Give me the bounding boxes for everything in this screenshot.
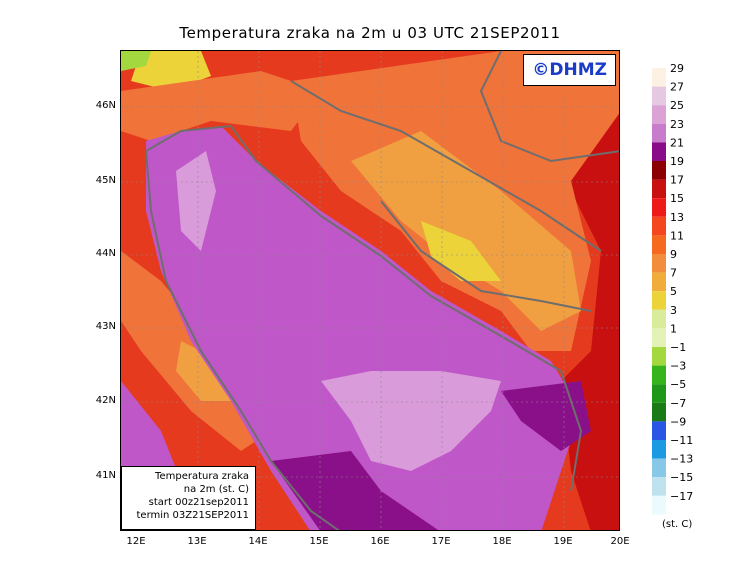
sea-coastal-dark bbox=[271, 451, 439, 530]
legend-swatch bbox=[652, 216, 666, 236]
lon-label: 13E bbox=[187, 536, 207, 547]
lon-label: 18E bbox=[492, 536, 512, 547]
country-border-2 bbox=[380, 200, 592, 312]
legend-swatch bbox=[652, 347, 666, 366]
legend-swatch bbox=[652, 402, 666, 422]
legend-label: 15 bbox=[670, 192, 684, 205]
legend-swatch bbox=[652, 384, 666, 403]
lon-label: 19E bbox=[553, 536, 573, 547]
italy-coast bbox=[145, 150, 340, 530]
legend-label: 21 bbox=[670, 136, 684, 149]
graticule bbox=[121, 51, 619, 530]
legend-swatch bbox=[652, 68, 666, 87]
legend-swatch bbox=[652, 291, 666, 310]
info-box: Temperatura zraka na 2m (st. C) start 00… bbox=[121, 466, 256, 530]
legend-label: 29 bbox=[670, 62, 684, 75]
legend-label: 23 bbox=[670, 118, 684, 131]
legend-label: 25 bbox=[670, 99, 684, 112]
sea-light-north bbox=[176, 151, 216, 251]
legend-swatch bbox=[652, 142, 666, 161]
legend-swatch bbox=[652, 495, 666, 515]
legend-label: −1 bbox=[670, 341, 686, 354]
legend-label: 7 bbox=[670, 267, 677, 280]
info-line-4: termin 03Z21SEP2011 bbox=[136, 510, 250, 521]
dhmz-copyright-badge: ©DHMZ bbox=[523, 54, 616, 86]
legend-swatch bbox=[652, 440, 666, 459]
lat-label: 43N bbox=[95, 321, 116, 332]
lat-label: 44N bbox=[95, 248, 116, 259]
land-cool-band bbox=[351, 131, 581, 331]
legend-swatch bbox=[652, 105, 666, 124]
map-title: Temperatura zraka na 2m u 03 UTC 21SEP20… bbox=[179, 24, 561, 42]
sea-coastal-dark-east bbox=[501, 381, 591, 451]
legend-swatch bbox=[652, 328, 666, 347]
lon-label: 14E bbox=[248, 536, 268, 547]
legend-swatch bbox=[652, 198, 666, 217]
info-line-3: start 00z21sep2011 bbox=[148, 497, 249, 508]
lon-label: 17E bbox=[431, 536, 451, 547]
legend-label: −3 bbox=[670, 360, 686, 373]
info-line-2: na 2m (st. C) bbox=[183, 484, 249, 495]
legend-label: 5 bbox=[670, 285, 677, 298]
legend-label: 9 bbox=[670, 248, 677, 261]
legend-swatch bbox=[652, 161, 666, 180]
legend-label: 1 bbox=[670, 322, 677, 335]
legend-swatch bbox=[652, 421, 666, 440]
legend-swatch bbox=[652, 123, 666, 143]
legend-label: 27 bbox=[670, 81, 684, 94]
lat-label: 42N bbox=[95, 395, 116, 406]
country-border-3 bbox=[479, 51, 619, 163]
legend-unit: (st. C) bbox=[662, 519, 693, 530]
legend-swatch bbox=[652, 254, 666, 273]
country-border-1 bbox=[290, 80, 602, 252]
legend-label: −11 bbox=[670, 434, 693, 447]
temperature-map: ©DHMZ Temperatura zraka na 2m (st. C) st… bbox=[120, 50, 620, 531]
legend-label: −5 bbox=[670, 378, 686, 391]
temperature-field bbox=[121, 51, 619, 530]
lat-label: 41N bbox=[95, 470, 116, 481]
color-legend: 29 27 25 23 21 19 17 15 13 11 9 7 5 3 1 −1 −3 −5 −7 −9 −11 −1… bbox=[652, 62, 693, 515]
legend-swatch bbox=[652, 272, 666, 292]
legend-label: 17 bbox=[670, 174, 684, 187]
land-yellow-patch bbox=[421, 221, 501, 281]
legend-swatch bbox=[652, 179, 666, 199]
legend-label: 3 bbox=[670, 304, 677, 317]
legend-label: −7 bbox=[670, 397, 686, 410]
legend-label: 11 bbox=[670, 229, 684, 242]
lon-label: 16E bbox=[370, 536, 390, 547]
legend-label: −13 bbox=[670, 453, 693, 466]
legend-label: 19 bbox=[670, 155, 684, 168]
land-orange-north-italy bbox=[121, 71, 321, 141]
info-line-1: Temperatura zraka bbox=[155, 471, 249, 482]
sea-light-south bbox=[321, 371, 501, 471]
lon-label: 20E bbox=[610, 536, 630, 547]
lon-label: 12E bbox=[126, 536, 146, 547]
lat-label: 45N bbox=[95, 175, 116, 186]
legend-swatch bbox=[652, 477, 666, 496]
lon-label: 15E bbox=[309, 536, 329, 547]
legend-swatch bbox=[652, 86, 666, 106]
lat-label: 46N bbox=[95, 100, 116, 111]
legend-label: −17 bbox=[670, 490, 693, 503]
land-green-patch bbox=[121, 51, 151, 71]
legend-swatch bbox=[652, 235, 666, 254]
legend-label: 13 bbox=[670, 211, 684, 224]
legend-swatch bbox=[652, 365, 666, 385]
legend-label: −15 bbox=[670, 471, 693, 484]
land-yellow-italy bbox=[176, 341, 231, 401]
legend-swatch bbox=[652, 309, 666, 329]
legend-swatch bbox=[652, 458, 666, 478]
legend-label: −9 bbox=[670, 415, 686, 428]
